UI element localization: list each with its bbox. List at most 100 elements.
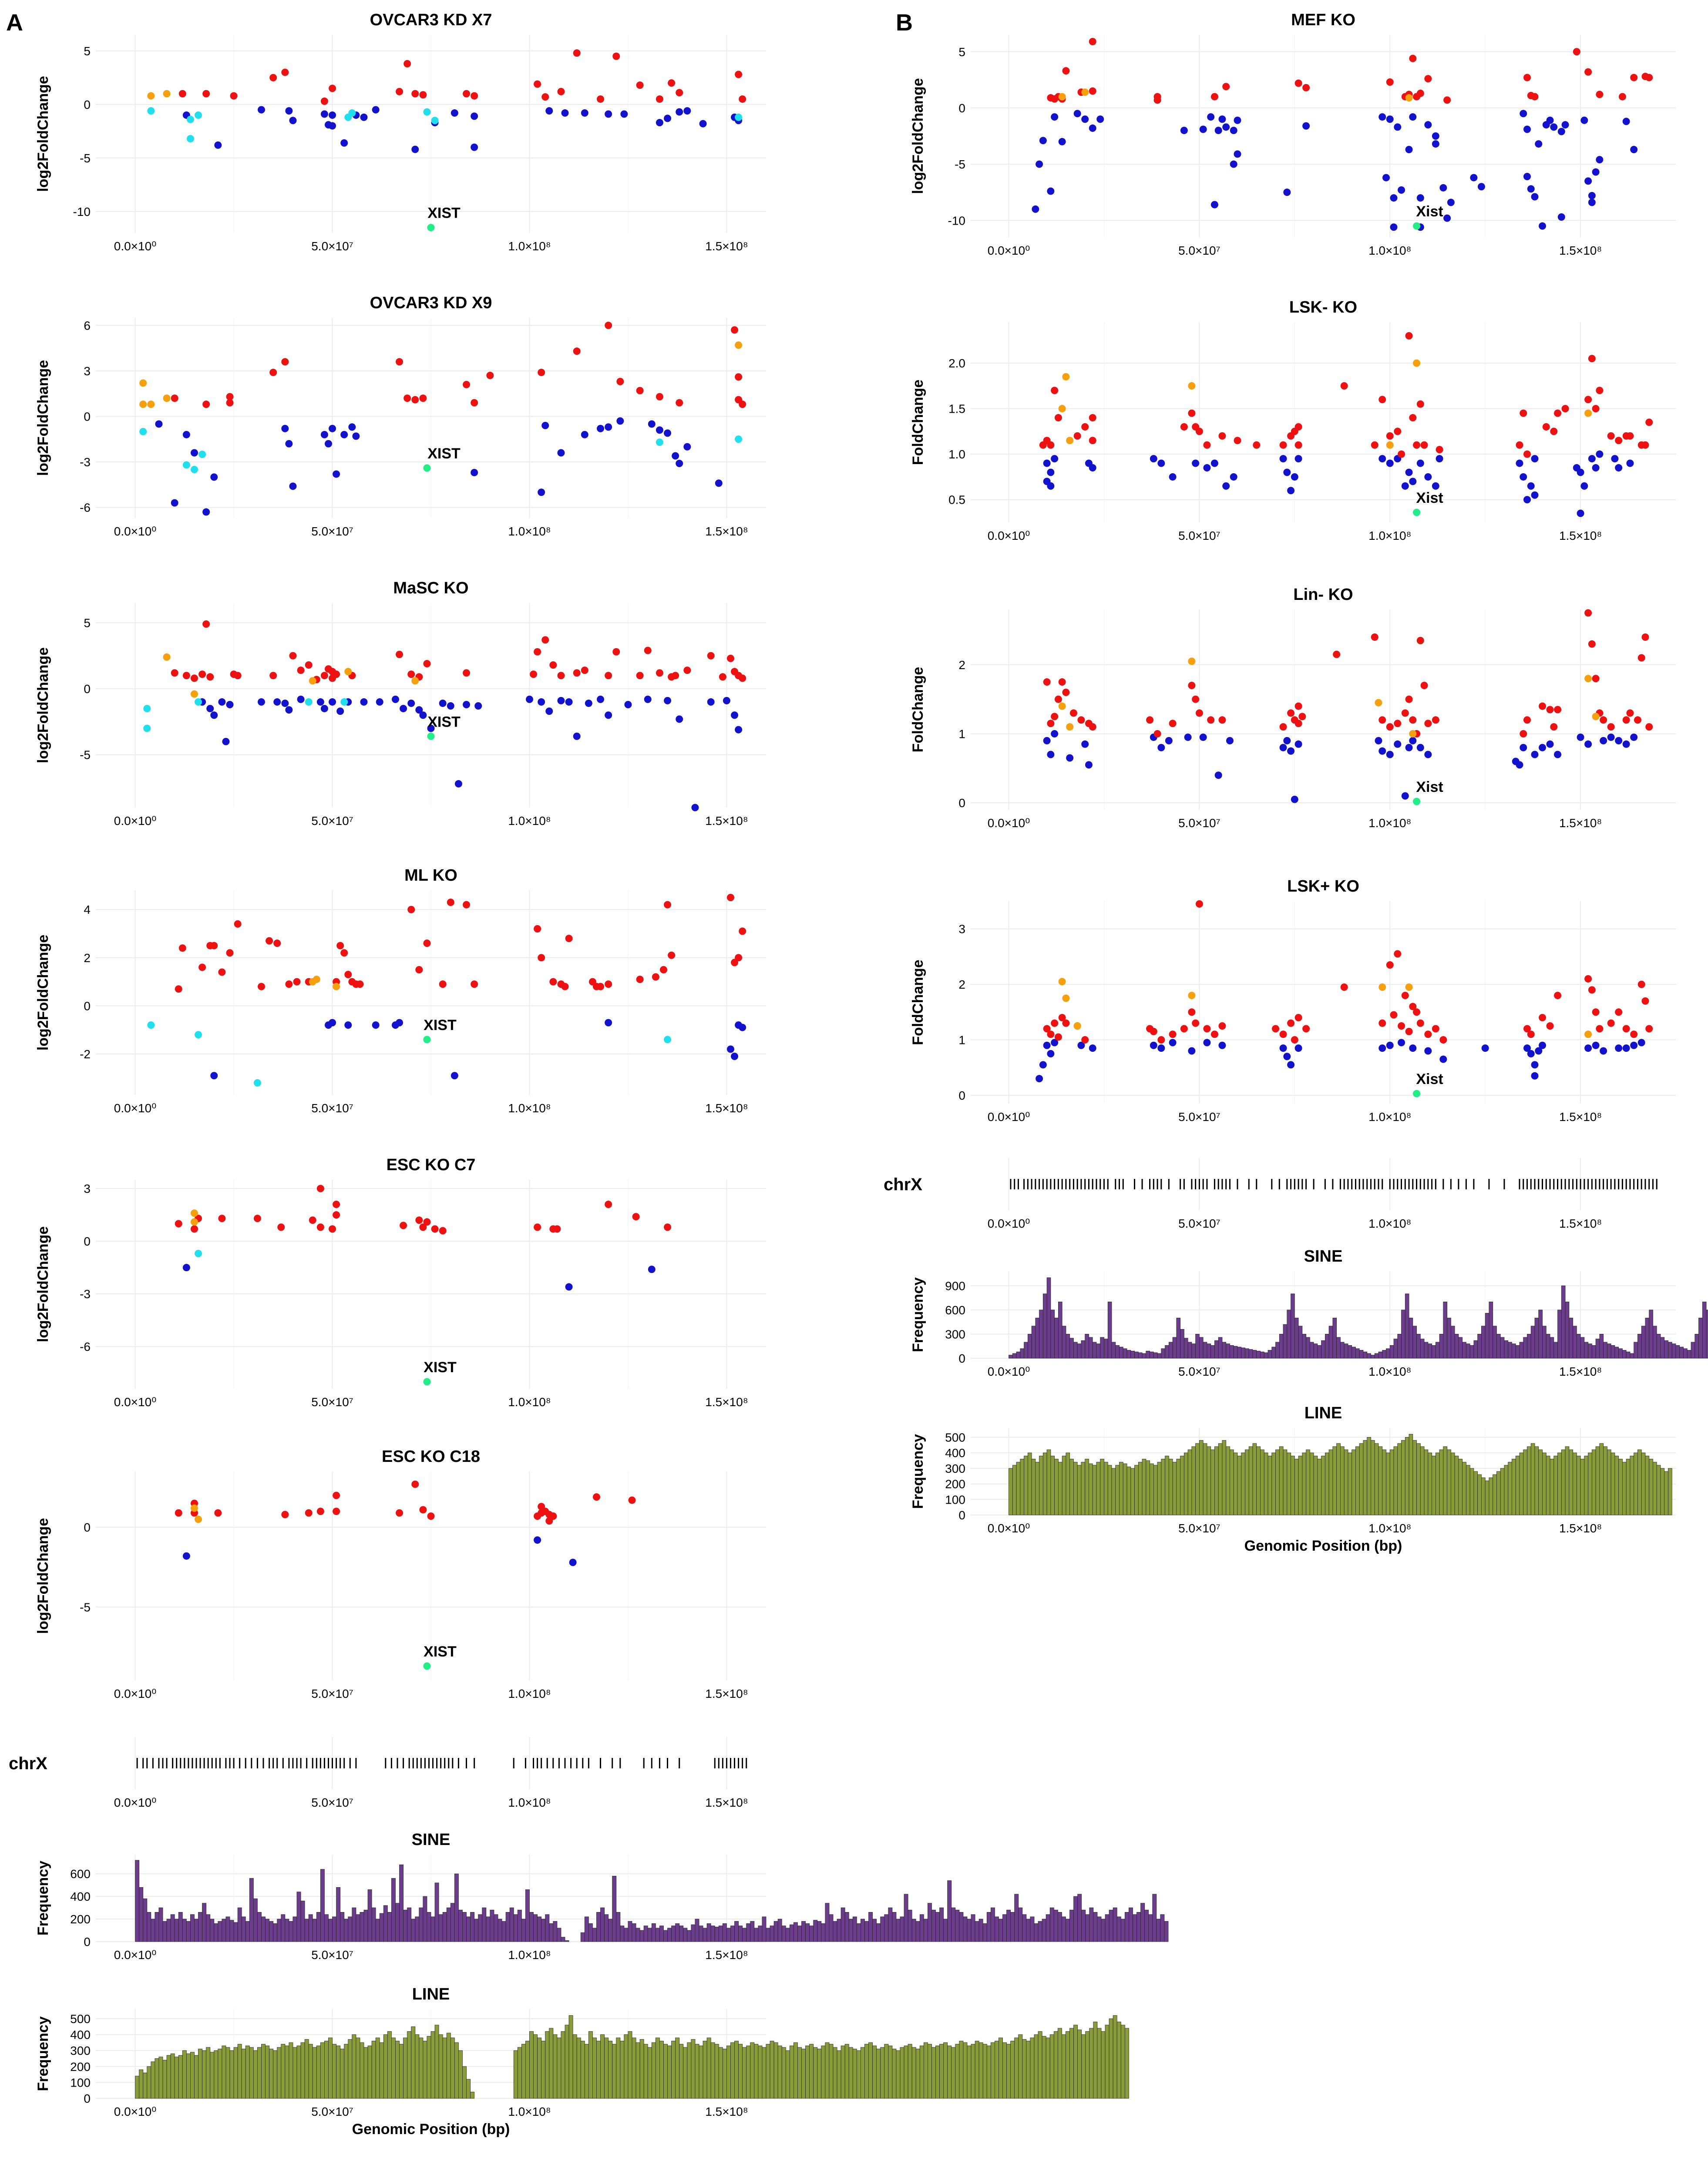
point-red bbox=[257, 983, 265, 990]
bar bbox=[1142, 1459, 1147, 1515]
bar bbox=[253, 2050, 258, 2099]
point-blue bbox=[1043, 1041, 1051, 1049]
bar bbox=[241, 2049, 246, 2099]
bar bbox=[1622, 1350, 1627, 1359]
bar bbox=[1447, 1449, 1451, 1515]
bar bbox=[395, 2040, 400, 2099]
bar bbox=[1534, 1318, 1539, 1359]
bar bbox=[1698, 1318, 1703, 1359]
bar bbox=[186, 2054, 191, 2099]
bar bbox=[442, 2037, 447, 2099]
point-blue bbox=[289, 117, 297, 125]
bar bbox=[758, 2045, 763, 2099]
bar bbox=[312, 1919, 317, 1942]
bar bbox=[805, 1923, 810, 1942]
y-tick-label: -5 bbox=[955, 158, 965, 171]
bar bbox=[198, 2049, 202, 2099]
point-blue bbox=[648, 420, 656, 428]
bar bbox=[971, 2044, 975, 2099]
bar bbox=[399, 1864, 403, 1942]
bar bbox=[446, 1907, 451, 1942]
gene-mark bbox=[211, 1758, 213, 1768]
gene-mark bbox=[1206, 1179, 1208, 1189]
bar bbox=[679, 2044, 684, 2099]
point-red bbox=[175, 1220, 182, 1228]
point-red bbox=[230, 92, 238, 100]
point-red bbox=[266, 937, 273, 945]
bar bbox=[360, 2042, 364, 2099]
bar bbox=[1279, 1446, 1284, 1515]
bar bbox=[233, 2047, 238, 2099]
point-red bbox=[1279, 1030, 1287, 1038]
bar bbox=[1077, 1465, 1082, 1515]
bar bbox=[1062, 1916, 1066, 1942]
gene-mark bbox=[659, 1758, 660, 1768]
bar bbox=[675, 1923, 680, 1942]
point-red bbox=[612, 52, 620, 60]
bar bbox=[1378, 1351, 1383, 1359]
bar bbox=[466, 1916, 471, 1942]
bar bbox=[561, 1937, 565, 1942]
point-blue bbox=[1169, 1039, 1177, 1047]
point-blue bbox=[1527, 482, 1535, 490]
bar bbox=[990, 1907, 995, 1942]
gene-mark bbox=[136, 1758, 138, 1768]
point-blue bbox=[396, 1019, 403, 1027]
point-red bbox=[1420, 441, 1428, 449]
bar bbox=[1092, 1342, 1097, 1359]
bar bbox=[1053, 1909, 1058, 1942]
gene-mark bbox=[513, 1758, 514, 1768]
bar bbox=[616, 2037, 621, 2099]
point-red bbox=[1588, 355, 1596, 363]
bar bbox=[1134, 1351, 1139, 1359]
point-blue bbox=[525, 695, 533, 703]
point-red bbox=[305, 661, 313, 669]
gene-mark bbox=[1568, 1179, 1570, 1189]
bar bbox=[1153, 1465, 1158, 1515]
x-tick-label: 1.5×10⁸ bbox=[705, 1796, 748, 1809]
bar bbox=[900, 2047, 904, 2099]
gene-mark bbox=[233, 1758, 235, 1768]
point-blue bbox=[597, 424, 605, 432]
point-red bbox=[1386, 961, 1394, 969]
point-blue bbox=[320, 110, 328, 118]
bar bbox=[1252, 1350, 1257, 1359]
bar bbox=[781, 2047, 786, 2099]
x-tick-label: 0.0×10⁰ bbox=[988, 1365, 1030, 1378]
point-blue bbox=[1520, 110, 1527, 118]
point-red bbox=[1443, 96, 1451, 104]
point-blue bbox=[1036, 160, 1043, 168]
bar bbox=[1473, 1340, 1478, 1359]
bar bbox=[1233, 1346, 1238, 1359]
bar bbox=[1018, 2034, 1023, 2099]
point-red bbox=[407, 670, 415, 678]
bar bbox=[367, 1889, 372, 1942]
x-tick-label: 1.0×10⁸ bbox=[1368, 1522, 1411, 1535]
bar bbox=[1435, 1342, 1440, 1359]
point-red bbox=[1637, 654, 1645, 662]
bar bbox=[1515, 1455, 1520, 1515]
point-red bbox=[344, 971, 352, 979]
bar bbox=[1049, 2034, 1054, 2099]
bar bbox=[178, 1912, 183, 1942]
bar bbox=[162, 1921, 167, 1942]
bar bbox=[210, 1919, 215, 1942]
y-tick-label: 600 bbox=[70, 1867, 91, 1881]
bar bbox=[1111, 1468, 1116, 1515]
point-red bbox=[281, 1511, 289, 1518]
bar bbox=[1481, 1326, 1486, 1359]
x-tick-label: 5.0×10⁷ bbox=[311, 1948, 353, 1962]
bar bbox=[1161, 1348, 1165, 1359]
bar bbox=[407, 1907, 412, 1942]
point-red bbox=[1645, 74, 1653, 81]
point-blue bbox=[1588, 192, 1596, 199]
bar bbox=[1042, 1452, 1047, 1515]
y-tick-label: 0.5 bbox=[948, 493, 965, 507]
point-red bbox=[1588, 986, 1596, 994]
point-blue bbox=[1600, 737, 1607, 744]
annotation-label: Xist bbox=[1416, 203, 1443, 220]
point-red bbox=[1398, 450, 1405, 458]
bar bbox=[1603, 1446, 1607, 1515]
gene-mark bbox=[1221, 1179, 1223, 1189]
